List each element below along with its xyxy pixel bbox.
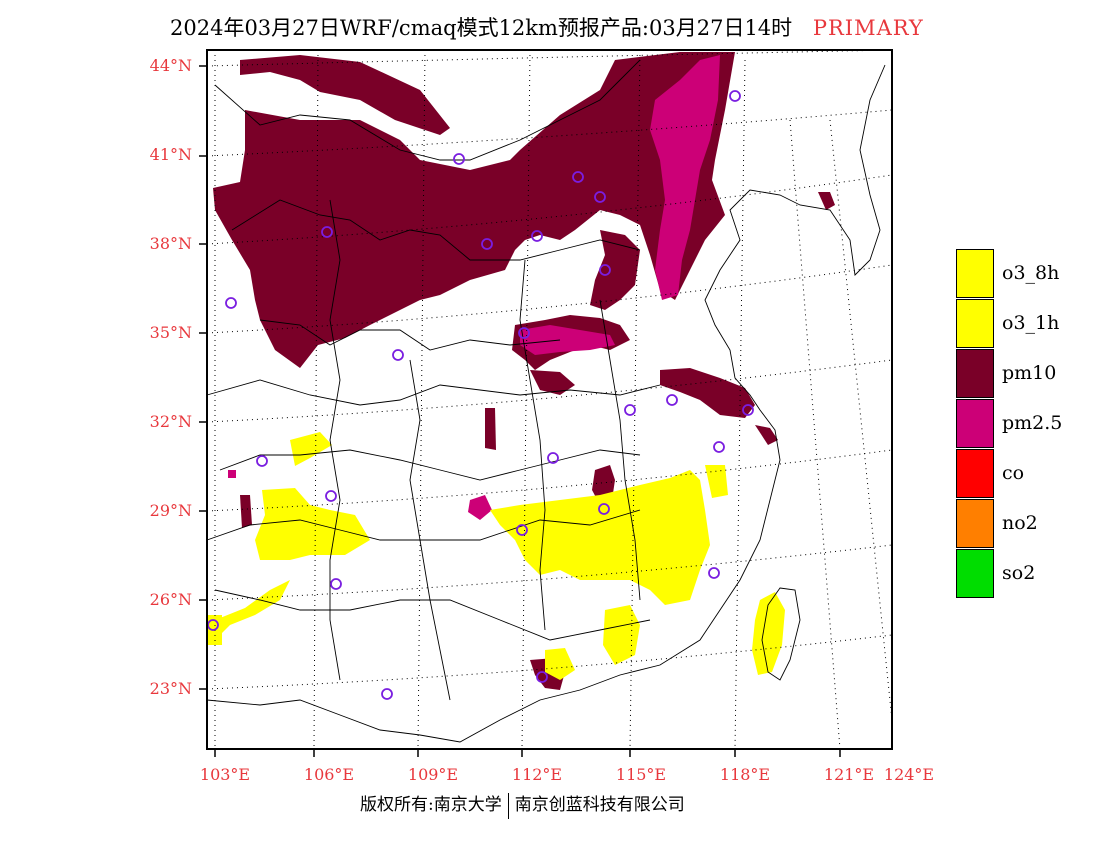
lat-label: 35°N <box>149 323 192 342</box>
station-marker <box>225 297 237 309</box>
footer-owner: 版权所有:南京大学 <box>360 795 502 815</box>
lon-label: 103°E <box>199 765 251 784</box>
lon-label: 118°E <box>719 765 771 784</box>
legend-swatch <box>956 499 994 548</box>
station-marker <box>708 567 720 579</box>
legend-swatch <box>956 299 994 348</box>
station-marker <box>481 238 493 250</box>
station-marker <box>392 349 404 361</box>
lon-label: 112°E <box>511 765 563 784</box>
station-marker <box>598 503 610 515</box>
lon-label: 109°E <box>407 765 459 784</box>
station-markers <box>207 90 754 700</box>
legend-label: pm2.5 <box>1002 412 1063 434</box>
lat-label: 44°N <box>149 56 192 75</box>
station-marker <box>742 404 754 416</box>
legend-label: o3_8h <box>1002 262 1060 284</box>
lon-label: 121°E <box>823 765 875 784</box>
station-marker <box>330 578 342 590</box>
station-marker <box>256 455 268 467</box>
map-title: 2024年03月27日WRF/cmaq模式12km预报产品:03月27日14时 … <box>170 12 924 42</box>
lon-label: 124°E <box>883 765 935 784</box>
station-marker <box>381 688 393 700</box>
lat-label: 32°N <box>149 412 192 431</box>
footer-separator <box>507 792 509 819</box>
station-marker <box>624 404 636 416</box>
legend-swatch <box>956 449 994 498</box>
lat-label: 26°N <box>149 590 192 609</box>
legend-label: no2 <box>1002 512 1038 534</box>
lat-label: 41°N <box>149 145 192 164</box>
station-marker <box>453 153 465 165</box>
legend-swatch <box>956 549 994 598</box>
station-marker <box>594 191 606 203</box>
lon-label: 115°E <box>615 765 667 784</box>
lon-label: 106°E <box>303 765 355 784</box>
axis-ticks <box>199 65 841 757</box>
station-marker <box>729 90 741 102</box>
station-marker <box>713 441 725 453</box>
lat-label: 23°N <box>149 679 192 698</box>
legend-label: o3_1h <box>1002 312 1060 334</box>
station-marker <box>666 394 678 406</box>
map-frame <box>206 49 893 750</box>
legend-swatch <box>956 399 994 448</box>
station-marker <box>531 230 543 242</box>
boundaries <box>206 59 886 743</box>
station-marker <box>599 264 611 276</box>
graticule <box>206 49 893 750</box>
footer-company: 南京创蓝科技有限公司 <box>514 795 685 815</box>
station-marker <box>572 171 584 183</box>
station-marker <box>547 452 559 464</box>
legend-swatch <box>956 349 994 398</box>
legend-label: so2 <box>1002 562 1036 584</box>
lat-label: 29°N <box>149 501 192 520</box>
legend-label: pm10 <box>1002 362 1057 384</box>
title-main: 2024年03月27日WRF/cmaq模式12km预报产品:03月27日14时 <box>170 16 793 40</box>
station-marker <box>536 671 548 683</box>
legend-swatch <box>956 249 994 298</box>
title-tag: PRIMARY <box>812 16 924 40</box>
station-marker <box>325 490 337 502</box>
station-marker <box>518 327 530 339</box>
station-marker <box>321 226 333 238</box>
station-marker <box>516 524 528 536</box>
pm25-layer <box>228 55 720 520</box>
pm10-layer <box>213 52 835 690</box>
lat-label: 38°N <box>149 234 192 253</box>
copyright-footer: 版权所有:南京大学 南京创蓝科技有限公司 <box>360 790 685 819</box>
legend-label: co <box>1002 462 1025 484</box>
